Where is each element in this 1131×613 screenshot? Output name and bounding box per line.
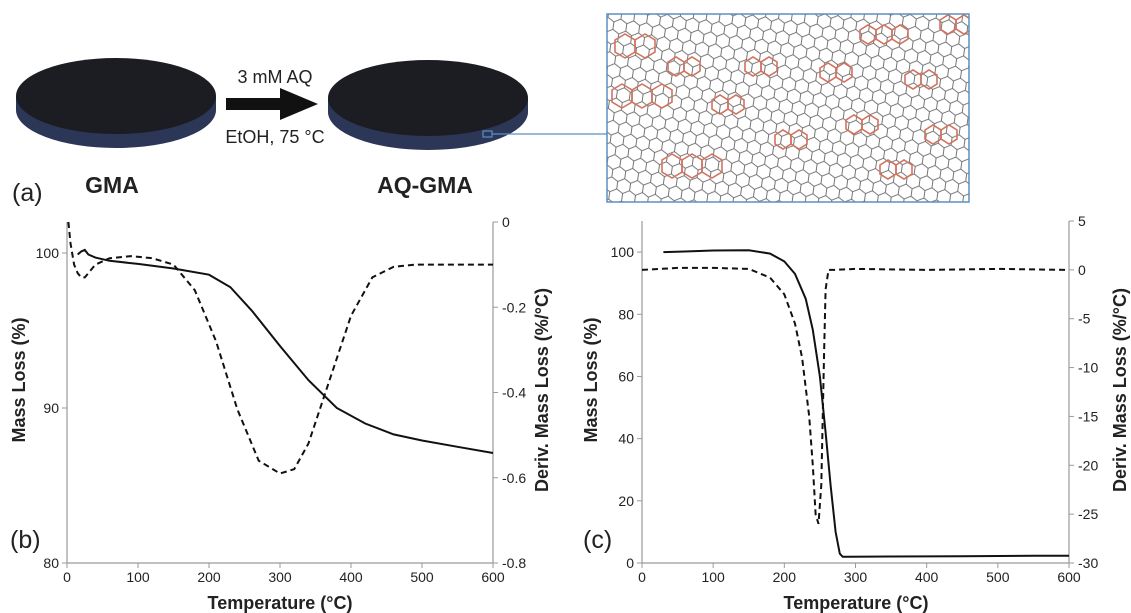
chart-c-tga-aq: 0 100 200 300 400 500 600 0 20 40 60 80 100 -30 -25 -20… (581, 213, 1130, 613)
arrow-label-top: 3 mM AQ (237, 67, 312, 87)
chart-c-y-tick-label: 0 (626, 555, 634, 571)
chart-b-x-tick-label: 400 (339, 569, 363, 585)
chart-c-x-tick-label: 300 (844, 569, 868, 585)
chart-c-y-tick-label: 60 (618, 368, 634, 384)
chart-c-mass-loss-line (663, 249, 1069, 558)
aq-gma-disk (328, 60, 528, 150)
chart-b-x-tick-label: 0 (63, 569, 71, 585)
chart-c-x-tick-label: 500 (986, 569, 1010, 585)
panel-a-label: (a) (12, 179, 43, 207)
chart-c-y-label: Mass Loss (%) (581, 317, 601, 442)
chart-c-y2-tick-label: -25 (1078, 506, 1098, 522)
chart-b-y2-tick-label: -0.2 (502, 299, 526, 315)
gma-disk (16, 58, 216, 148)
chart-c-y2-tick-label: -20 (1078, 457, 1098, 473)
chart-c-y2-tick-label: -5 (1078, 311, 1091, 327)
chart-c-x-tick-label: 0 (638, 569, 646, 585)
chart-b-y2-tick-label: -0.8 (502, 555, 526, 571)
chart-b-x-tick-label: 100 (126, 569, 150, 585)
chart-c-y2-tick-label: -30 (1078, 555, 1098, 571)
chart-b-y2-tick-label: -0.6 (502, 470, 526, 486)
graphene-inset (606, 13, 970, 203)
aq-molecules (611, 14, 969, 180)
chart-c-y2-label: Deriv. Mass Loss (%/°C) (1110, 288, 1130, 492)
chart-c-y-tick-label: 40 (618, 431, 634, 447)
panel-a-schematic: 3 mM AQ EtOH, 75 °C GMA AQ-GMA (a) (12, 13, 970, 207)
chart-c-y-tick-label: 100 (611, 244, 635, 260)
chart-c-y-tick-label: 20 (618, 493, 634, 509)
chart-c-y2-tick-label: 5 (1078, 213, 1086, 229)
chart-c-deriv-mass-loss-line (641, 266, 1070, 525)
chart-c-x-tick-label: 600 (1057, 569, 1081, 585)
chart-c-y2-tick-label: 0 (1078, 262, 1086, 278)
chart-b-y2-tick-label: 0 (502, 214, 510, 230)
chart-b-y2-tick-label: -0.4 (502, 385, 526, 401)
arrow-label-bottom: EtOH, 75 °C (225, 127, 324, 147)
chart-c-y2-tick-label: -10 (1078, 360, 1098, 376)
chart-b-y2-label: Deriv. Mass Loss (%/°C) (532, 288, 552, 492)
chart-b-panel-label: (b) (10, 526, 41, 554)
chart-c-panel-label: (c) (583, 526, 612, 554)
chart-b-x-tick-label: 300 (268, 569, 292, 585)
aq-gma-label: AQ-GMA (377, 172, 473, 198)
chart-b-x-label: Temperature (°C) (208, 593, 353, 613)
chart-b-y-tick-label: 100 (36, 245, 60, 261)
chart-c-x-tick-label: 100 (701, 569, 725, 585)
chart-b-y-label: Mass Loss (%) (9, 317, 29, 442)
gma-label: GMA (85, 172, 139, 198)
chart-b-x-tick-label: 200 (197, 569, 221, 585)
chart-b-mass-loss-line (77, 248, 494, 454)
chart-c-y2-tick-label: -15 (1078, 408, 1098, 424)
chart-b-y-tick-label: 90 (43, 400, 59, 416)
chart-c-x-tick-label: 400 (915, 569, 939, 585)
chart-b-tga-gma: 0 100 200 300 400 500 600 80 90 100 -0.8 -0.6 -0.4 -0… (9, 214, 552, 613)
chart-c-y-tick-label: 80 (618, 306, 634, 322)
chart-c-x-tick-label: 200 (773, 569, 797, 585)
chart-b-x-tick-label: 600 (481, 569, 505, 585)
inset-border (606, 13, 970, 203)
reaction-arrow (226, 88, 318, 120)
chart-c-x-label: Temperature (°C) (784, 593, 929, 613)
chart-b-y-tick-label: 80 (43, 555, 59, 571)
chart-b-x-tick-label: 500 (410, 569, 434, 585)
